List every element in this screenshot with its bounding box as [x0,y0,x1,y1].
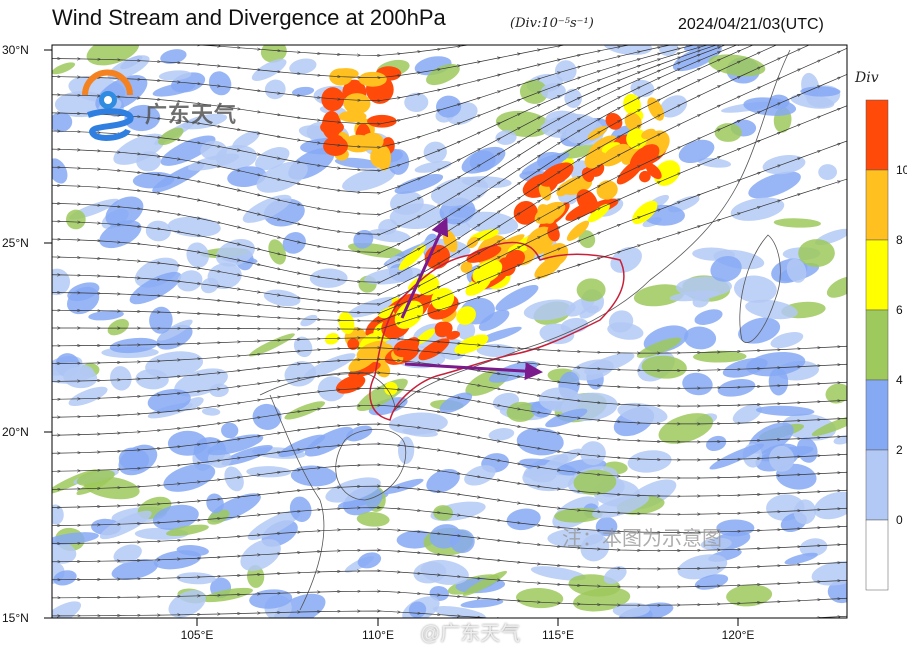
lon-label-120: 120°E [721,628,755,642]
colorbar-segment [865,519,889,591]
streamline [52,178,847,329]
colorbar-label-8: 8 [896,233,903,247]
watermark: @广东天气 [420,623,521,645]
logo-text: 广东天气 [145,102,238,127]
logo-icon [82,69,134,141]
colorbar-label-4: 4 [896,373,903,387]
datetime-label: 2024/04/21/03(UTC) [678,16,824,33]
schematic-note: 注：本图为示意图 [562,528,722,550]
divergence-cell-strong [358,71,387,87]
plot-frame [51,44,848,619]
colorbar-title: Div [855,70,879,86]
lat-label-25: 25°N [2,236,29,250]
lon-label-110: 110°E [362,628,394,642]
divergence-cell-strong [332,68,359,80]
colorbar [865,99,889,591]
colorbar-segment [865,449,889,521]
colorbar-label-0: 0 [896,513,903,527]
divergence-cell-strong [323,136,348,157]
streamline [52,611,847,618]
colorbar-label-2: 2 [896,443,903,457]
divergence-arrow-east [404,362,543,381]
colorbar-label-10: 10 [896,163,907,177]
lat-label-15: 15°N [2,611,29,625]
colorbar-segment [865,169,889,241]
units-label: (Div:10⁻⁵s⁻¹) [510,16,594,31]
colorbar-segment [865,239,889,311]
streamlines [52,45,847,618]
colorbar-segment [865,309,889,381]
lat-label-30: 30°N [2,43,29,57]
streamline [52,571,847,587]
colorbar-segment [865,379,889,451]
streamline [52,591,847,605]
divergence-cell [798,239,835,267]
divergence-arrow-northeast [400,217,449,319]
colorbar-segment [865,99,889,171]
chart-title: Wind Stream and Divergence at 200hPa [52,5,446,30]
lon-label-105: 105°E [180,628,214,642]
axis-ticks [44,49,739,626]
divergence-cell-strong [343,93,371,115]
divergence-cell-strong [377,145,392,171]
colorbar-label-6: 6 [896,303,903,317]
divergence-cell [716,519,755,537]
lat-label-20: 20°N [2,425,29,439]
streamline [52,550,847,569]
lon-label-115: 115°E [542,628,574,642]
